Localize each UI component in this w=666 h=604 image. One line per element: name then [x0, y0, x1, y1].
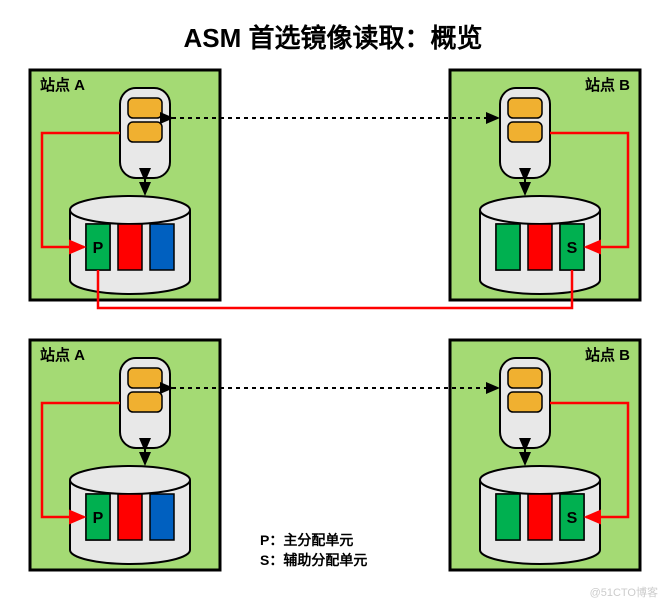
svg-text:S: S: [567, 510, 578, 527]
svg-text:S：辅助分配单元: S：辅助分配单元: [260, 552, 367, 568]
svg-text:P：主分配单元: P：主分配单元: [260, 532, 353, 548]
svg-text:站点 A: 站点 A: [40, 346, 85, 364]
svg-text:站点 A: 站点 A: [40, 76, 85, 94]
svg-text:S: S: [567, 240, 578, 257]
watermark: @51CTO博客: [590, 584, 658, 600]
svg-text:P: P: [93, 510, 104, 527]
svg-text:站点 B: 站点 B: [585, 76, 630, 94]
diagram-svg: 站点 A P 站点 B S 站点 A P 站点 B S P：主分配单元 S：辅助分配单元: [0, 0, 666, 604]
svg-text:P: P: [93, 240, 104, 257]
svg-text:站点 B: 站点 B: [585, 346, 630, 364]
